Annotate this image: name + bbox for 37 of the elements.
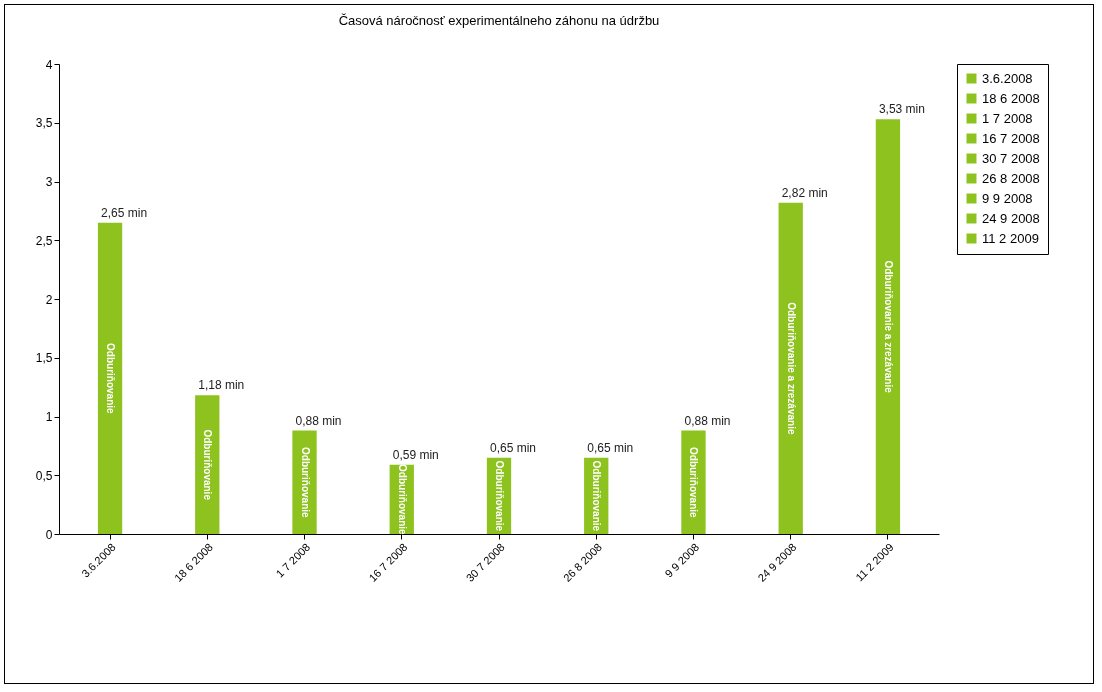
y-tick-label: 3,5 xyxy=(35,116,53,131)
legend-label: 9 9 2008 xyxy=(982,190,1033,206)
data-label: 0,65 min xyxy=(587,440,634,455)
y-tick-label: 1 xyxy=(45,410,53,424)
annotation: Odburiňovanie a zrezávanie xyxy=(882,260,894,394)
legend-label: 18 6 2008 xyxy=(982,90,1040,106)
y-tick-label: 2,5 xyxy=(35,233,53,248)
y-tick-label: 4 xyxy=(45,57,53,72)
y-tick-label: 0,5 xyxy=(35,468,53,483)
legend-label: 1 7 2008 xyxy=(982,110,1033,126)
data-label: 3,53 min xyxy=(878,102,925,117)
legend-label: 3.6.2008 xyxy=(982,70,1033,86)
legend-label: 16 7 2008 xyxy=(982,130,1040,146)
annotation: Odburiňovanie xyxy=(105,343,117,415)
annotation: Odburiňovanie xyxy=(688,447,700,519)
legend-label: 11 2 2009 xyxy=(982,230,1039,246)
y-tick-label: 0 xyxy=(45,527,53,542)
y-tick-label: 3 xyxy=(45,175,53,189)
annotation: Odburiňovanie xyxy=(591,460,603,532)
chart-title: Časová náročnosť experimentálneho záhonu na údržbu xyxy=(338,13,660,28)
y-tick-label: 1,5 xyxy=(35,351,53,366)
data-label: 0,59 min xyxy=(392,447,439,462)
annotation: Odburiňovanie xyxy=(202,429,214,501)
legend-label: 24 9 2008 xyxy=(982,210,1040,226)
data-label: 2,82 min xyxy=(781,185,828,200)
data-label: 1,18 min xyxy=(198,378,245,393)
data-label: 0,65 min xyxy=(489,440,537,455)
legend-label: 26 8 2008 xyxy=(982,170,1040,186)
annotation: Odburiňovanie xyxy=(299,447,311,519)
annotation: Odburiňovanie xyxy=(396,464,408,536)
data-label: 0,88 min xyxy=(295,413,342,428)
y-tick-label: 2 xyxy=(45,292,53,307)
data-label: 2,65 min xyxy=(101,205,148,220)
data-label: 0,88 min xyxy=(684,413,731,428)
annotation: Odburiňovanie xyxy=(494,460,505,532)
annotation: Odburiňovanie a zrezávanie xyxy=(785,302,797,435)
legend-label: 30 7 2008 xyxy=(982,150,1040,166)
